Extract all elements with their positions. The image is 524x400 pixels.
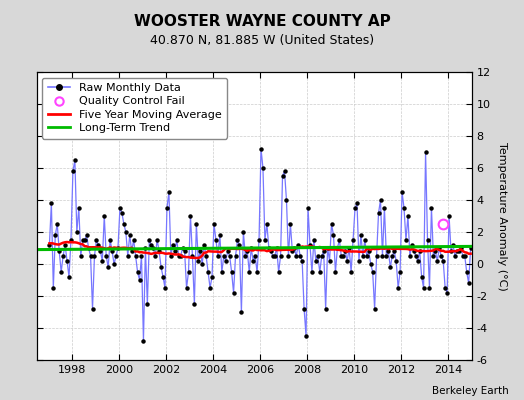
Text: Berkeley Earth: Berkeley Earth <box>432 386 508 396</box>
Y-axis label: Temperature Anomaly (°C): Temperature Anomaly (°C) <box>497 142 507 290</box>
Legend: Raw Monthly Data, Quality Control Fail, Five Year Moving Average, Long-Term Tren: Raw Monthly Data, Quality Control Fail, … <box>42 78 227 139</box>
Text: WOOSTER WAYNE COUNTY AP: WOOSTER WAYNE COUNTY AP <box>134 14 390 29</box>
Text: 40.870 N, 81.885 W (United States): 40.870 N, 81.885 W (United States) <box>150 34 374 47</box>
